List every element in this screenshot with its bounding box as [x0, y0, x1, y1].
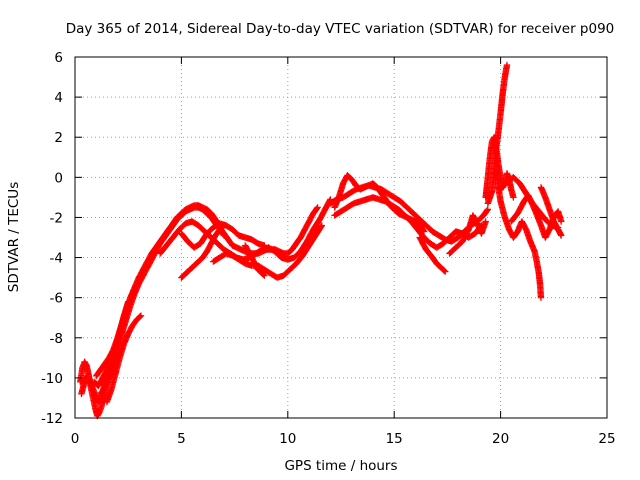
data-point	[558, 232, 565, 239]
y-tick-label: -4	[50, 251, 63, 267]
y-tick-label: -10	[41, 371, 63, 387]
data-point	[314, 204, 321, 211]
y-tick-label: 6	[54, 50, 63, 66]
y-tick-label: -8	[50, 331, 63, 347]
data-point	[483, 207, 491, 214]
data-point	[261, 242, 268, 249]
data-point	[537, 294, 545, 301]
y-tick-label: 4	[54, 90, 63, 106]
x-axis-label: GPS time / hours	[284, 458, 397, 474]
data-point	[125, 298, 132, 305]
data-point	[136, 313, 144, 320]
y-tick-label: -6	[50, 291, 63, 307]
data-point	[318, 222, 325, 229]
data-point	[482, 218, 489, 225]
data-point	[484, 206, 491, 213]
data-point	[503, 61, 511, 69]
grid-lines	[75, 57, 607, 418]
chart-title: Day 365 of 2014, Sidereal Day-to-day VTE…	[66, 21, 615, 37]
data-point	[510, 194, 517, 201]
data-point	[220, 232, 228, 239]
data-point	[261, 272, 268, 279]
data-point	[137, 312, 145, 319]
x-tick-label: 25	[598, 431, 615, 447]
y-tick-label: 0	[54, 170, 63, 186]
data-point	[260, 271, 267, 278]
y-tick-label: -2	[50, 210, 63, 226]
y-axis-label: SDTVAR / TECUs	[6, 182, 22, 292]
data-point	[220, 231, 227, 238]
x-axis-tick-labels: 0 5 10 15 20 25	[71, 431, 616, 447]
x-tick-label: 10	[279, 431, 296, 447]
y-axis-tick-labels: -12 -10 -8 -6 -4 -2 0 2 4 6	[41, 50, 63, 427]
data-point	[441, 267, 448, 274]
y-tick-label: 2	[54, 130, 63, 146]
data-point	[442, 268, 449, 275]
data-point	[313, 205, 321, 212]
data-series-sdtvar	[77, 61, 565, 420]
x-tick-label: 5	[177, 431, 186, 447]
axis-ticks	[74, 56, 608, 419]
data-point	[558, 218, 565, 225]
x-tick-label: 15	[386, 431, 403, 447]
plot-frame	[74, 56, 608, 419]
x-tick-label: 0	[71, 431, 80, 447]
y-tick-label: -12	[41, 411, 63, 427]
x-tick-label: 20	[492, 431, 509, 447]
